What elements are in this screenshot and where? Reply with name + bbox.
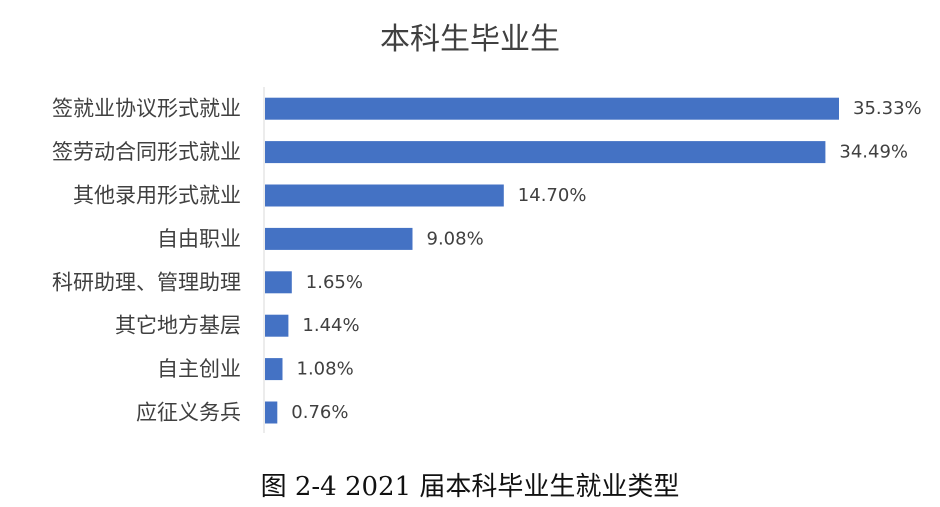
value-label-5: 1.44% — [302, 315, 359, 336]
bar-6 — [265, 358, 283, 381]
bar-3 — [265, 227, 413, 250]
bar-0 — [265, 97, 839, 120]
bar-1 — [265, 141, 826, 164]
value-label-6: 1.08% — [297, 359, 354, 380]
category-label-5: 其它地方基层 — [115, 314, 241, 338]
chart-title: 本科生毕业生 — [380, 22, 560, 57]
bar-2 — [265, 184, 504, 207]
bar-4 — [265, 271, 292, 294]
value-label-2: 14.70% — [518, 185, 587, 206]
bar-chart: 签就业协议形式就业签劳动合同形式就业其他录用形式就业自由职业科研助理、管理助理其… — [52, 87, 922, 433]
bars-group — [265, 97, 839, 424]
value-label-1: 34.49% — [839, 142, 908, 163]
value-label-7: 0.76% — [291, 402, 348, 423]
category-labels-group: 签就业协议形式就业签劳动合同形式就业其他录用形式就业自由职业科研助理、管理助理其… — [52, 97, 241, 425]
category-label-4: 科研助理、管理助理 — [52, 270, 241, 294]
category-label-6: 自主创业 — [157, 357, 241, 381]
bar-5 — [265, 314, 289, 337]
figure-caption: 图 2-4 2021 届本科毕业生就业类型 — [260, 472, 680, 502]
value-labels-group: 35.33% 34.49% 14.70% 9.08% 1.65% 1.44% 1.08% 0.… — [291, 98, 921, 423]
value-label-4: 1.65% — [306, 272, 363, 293]
category-label-7: 应征义务兵 — [136, 401, 241, 425]
category-label-1: 签劳动合同形式就业 — [52, 140, 241, 164]
bar-7 — [265, 401, 278, 424]
category-label-2: 其他录用形式就业 — [73, 184, 241, 208]
category-label-0: 签就业协议形式就业 — [52, 97, 241, 121]
value-label-3: 9.08% — [427, 228, 484, 249]
value-label-0: 35.33% — [853, 98, 922, 119]
category-label-3: 自由职业 — [157, 227, 241, 251]
